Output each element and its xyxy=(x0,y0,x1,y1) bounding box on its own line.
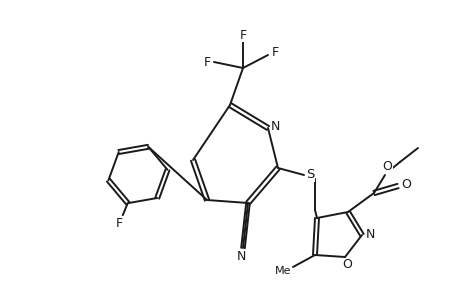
Text: N: N xyxy=(364,229,374,242)
Text: O: O xyxy=(381,160,391,173)
Text: F: F xyxy=(203,56,210,68)
Text: F: F xyxy=(239,28,246,41)
Text: S: S xyxy=(305,169,313,182)
Text: N: N xyxy=(236,250,245,263)
Text: F: F xyxy=(116,217,123,230)
Text: O: O xyxy=(341,259,351,272)
Text: F: F xyxy=(271,46,278,59)
Text: O: O xyxy=(400,178,410,190)
Text: N: N xyxy=(270,119,279,133)
Text: Me: Me xyxy=(274,266,291,276)
